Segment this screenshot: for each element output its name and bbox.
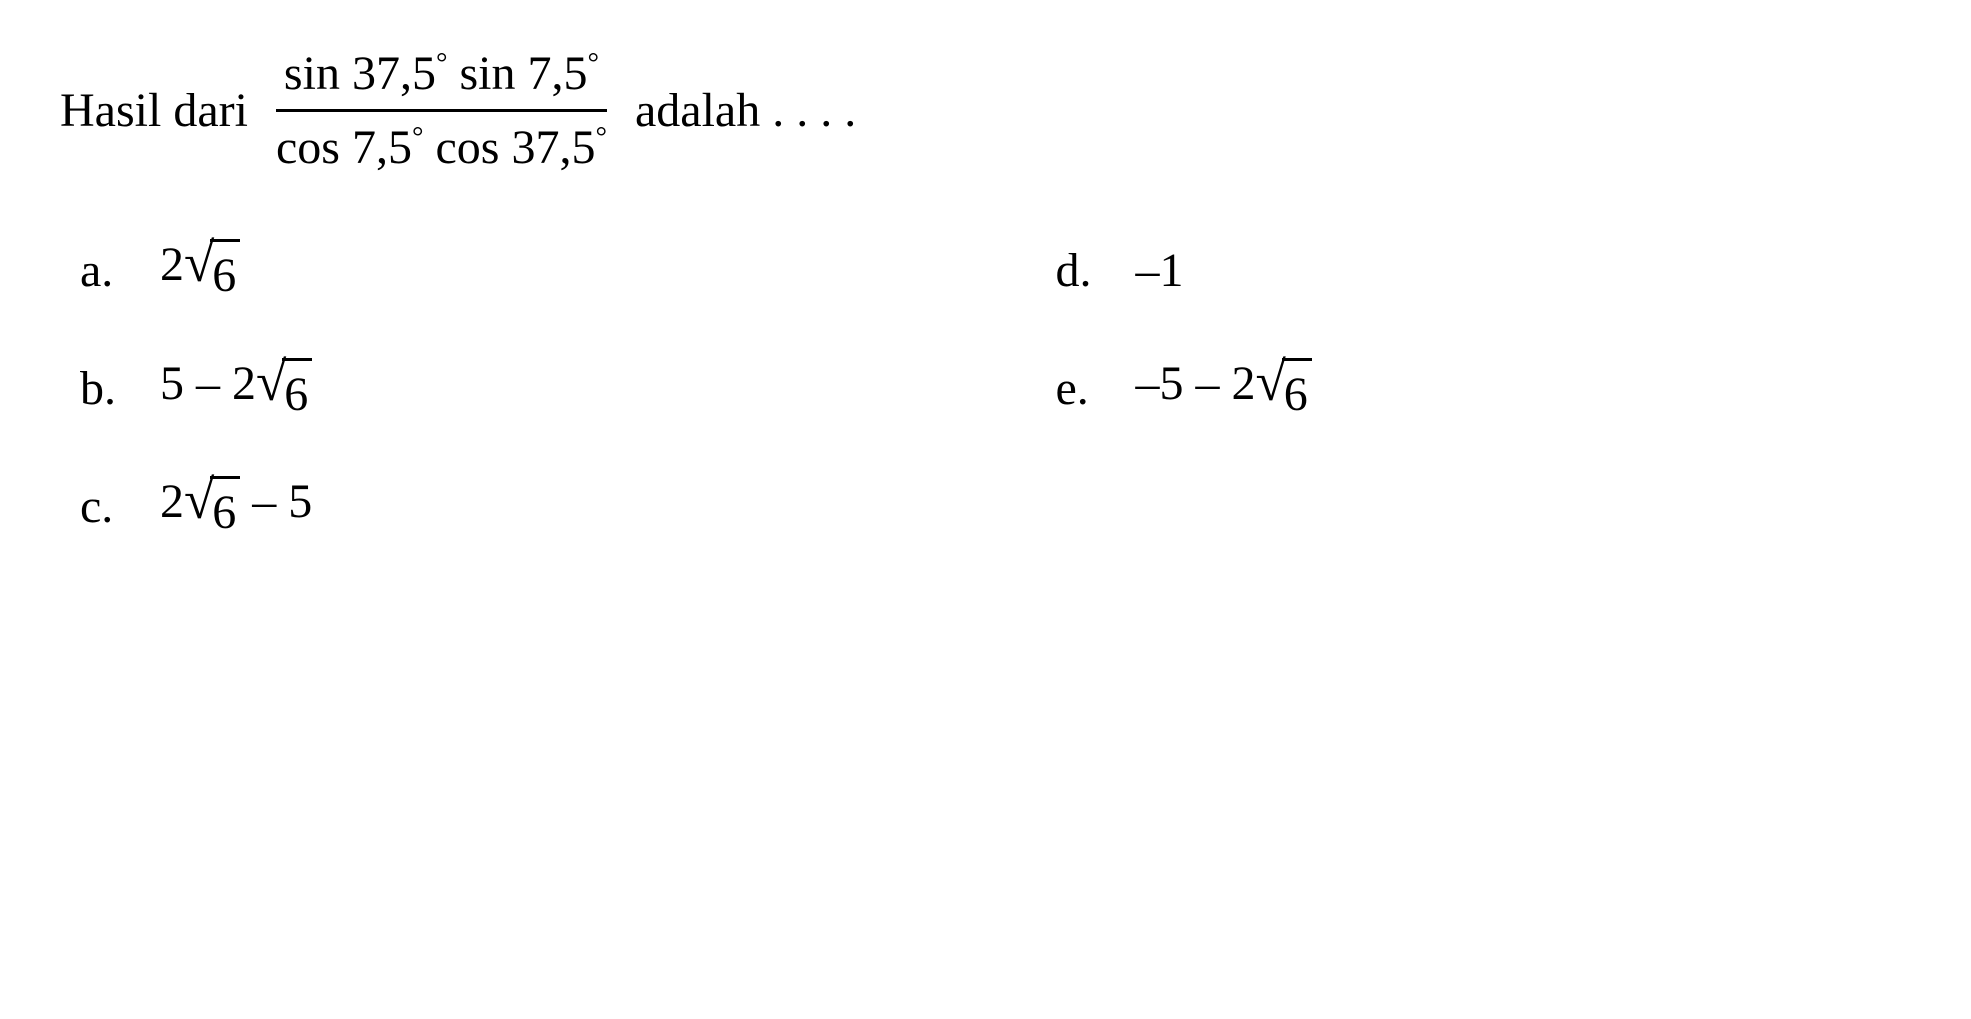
option-label-a: a. (80, 237, 120, 304)
sqrt-icon: √6 (184, 239, 240, 309)
option-c: c. 2√6 – 5 (80, 468, 936, 546)
option-e: e. –5 – 2√6 (1056, 350, 1912, 428)
option-label-b: b. (80, 355, 120, 422)
question-suffix: adalah . . . . (635, 77, 856, 144)
option-value-c: 2√6 – 5 (160, 468, 312, 546)
sqrt-icon: √6 (1256, 358, 1312, 428)
option-value-e: –5 – 2√6 (1136, 350, 1312, 428)
option-d: d. –1 (1056, 231, 1912, 309)
option-label-d: d. (1056, 237, 1096, 304)
option-label-e: e. (1056, 355, 1096, 422)
sqrt-icon: √6 (184, 476, 240, 546)
option-label-c: c. (80, 473, 120, 540)
option-value-d: –1 (1136, 237, 1184, 304)
fraction-numerator: sin 37,5° sin 7,5° (276, 40, 607, 112)
question-text: Hasil dari sin 37,5° sin 7,5° cos 7,5° c… (60, 40, 1911, 181)
option-value-b: 5 – 2√6 (160, 350, 312, 428)
option-b: b. 5 – 2√6 (80, 350, 936, 428)
fraction-expression: sin 37,5° sin 7,5° cos 7,5° cos 37,5° (268, 40, 615, 181)
option-a: a. 2√6 (80, 231, 936, 309)
fraction-denominator: cos 7,5° cos 37,5° (268, 112, 615, 181)
option-value-a: 2√6 (160, 231, 240, 309)
sqrt-icon: √6 (256, 358, 312, 428)
options-container: a. 2√6 d. –1 b. 5 – 2√6 e. –5 – 2√6 c. 2… (80, 231, 1911, 546)
question-prefix: Hasil dari (60, 77, 248, 144)
